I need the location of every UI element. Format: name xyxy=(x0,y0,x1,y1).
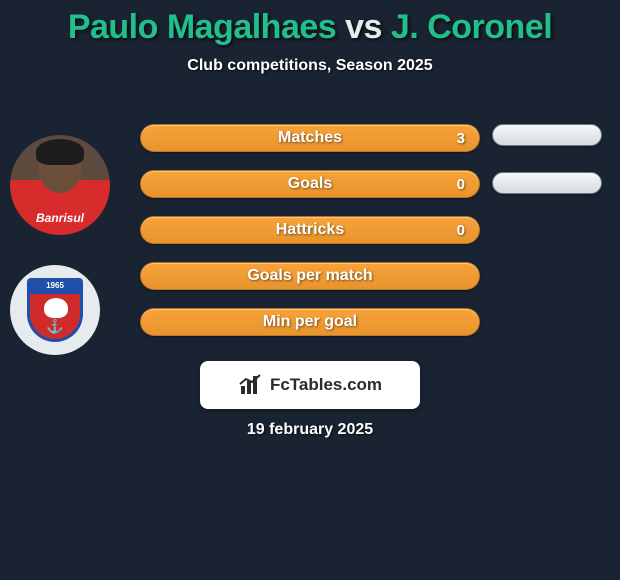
stat-label: Goals per match xyxy=(141,263,479,289)
comparison-pill xyxy=(492,124,602,146)
stat-label: Matches xyxy=(141,125,479,151)
stat-bar-min-per-goal: Min per goal xyxy=(140,308,480,336)
stat-bar-goals: Goals 0 xyxy=(140,170,480,198)
stat-label: Hattricks xyxy=(141,217,479,243)
stat-value: 3 xyxy=(457,125,465,151)
title-player2: J. Coronel xyxy=(391,8,552,46)
crest-year: 1965 xyxy=(27,278,83,294)
title-vs: vs xyxy=(345,8,382,46)
chart-icon xyxy=(238,374,264,396)
stat-bar-matches: Matches 3 xyxy=(140,124,480,152)
title-player1: Paulo Magalhaes xyxy=(68,8,336,46)
player2-avatar: 1965 ⚓ xyxy=(10,265,100,355)
stat-value: 0 xyxy=(457,171,465,197)
page-subtitle: Club competitions, Season 2025 xyxy=(0,57,620,75)
stat-label: Goals xyxy=(141,171,479,197)
comparison-pill xyxy=(492,172,602,194)
brand-badge: FcTables.com xyxy=(200,361,420,409)
stat-bar-hattricks: Hattricks 0 xyxy=(140,216,480,244)
crest-body: ⚓ xyxy=(27,294,83,342)
brand-text: FcTables.com xyxy=(270,375,382,395)
page-title: Paulo Magalhaes vs J. Coronel xyxy=(0,0,620,47)
comparison-pills xyxy=(492,124,602,194)
stat-value: 0 xyxy=(457,217,465,243)
player1-sponsor-text: Banrisul xyxy=(10,211,110,225)
player1-avatar: Banrisul xyxy=(10,135,110,235)
footer-date: 19 february 2025 xyxy=(0,421,620,439)
stat-bar-goals-per-match: Goals per match xyxy=(140,262,480,290)
avatar-column: Banrisul 1965 ⚓ xyxy=(10,135,110,355)
stat-label: Min per goal xyxy=(141,309,479,335)
player2-crest: 1965 ⚓ xyxy=(27,278,83,342)
anchor-icon: ⚓ xyxy=(46,318,63,335)
stat-bars: Matches 3 Goals 0 Hattricks 0 Goals per … xyxy=(140,124,480,336)
